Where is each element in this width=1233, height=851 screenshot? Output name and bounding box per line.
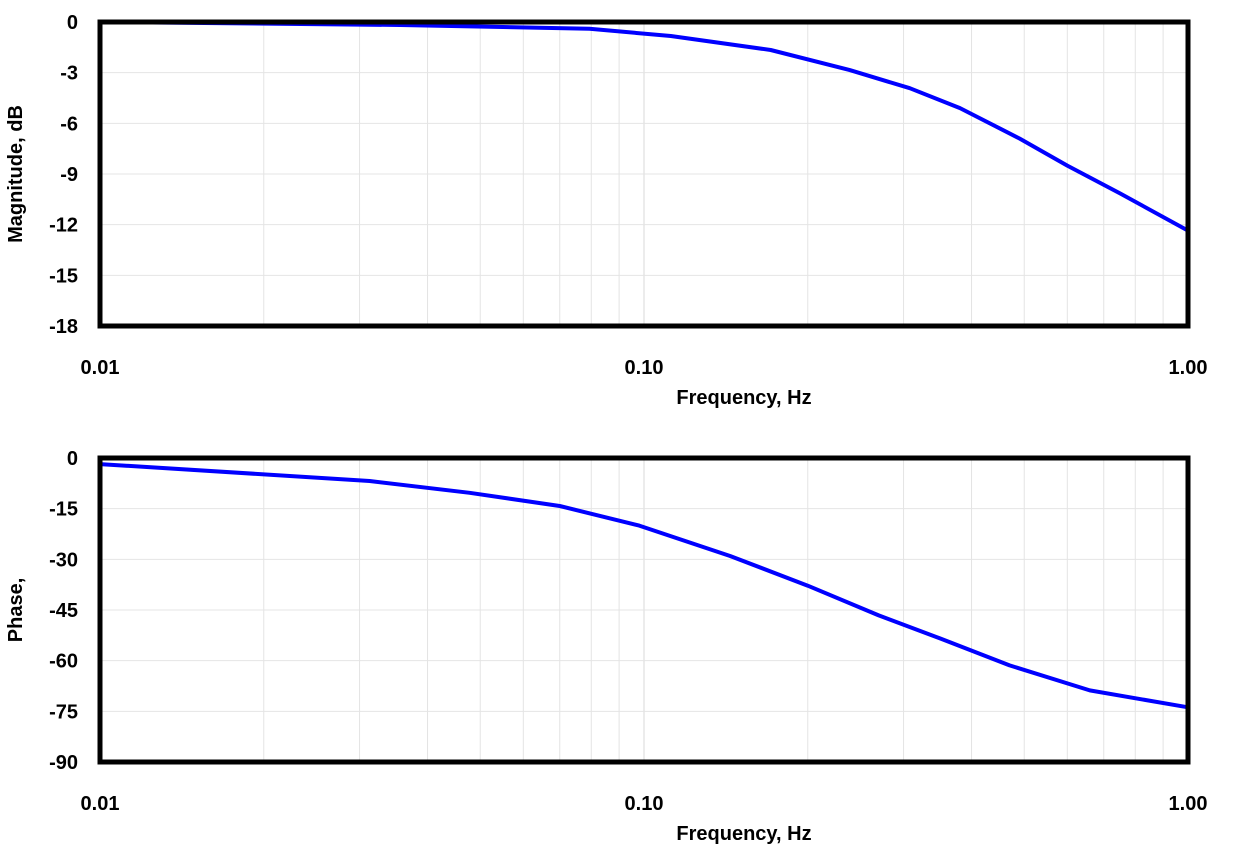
y-axis-label: Phase, bbox=[5, 578, 27, 642]
y-tick-label: -30 bbox=[49, 549, 78, 571]
x-tick-label: 0.10 bbox=[625, 793, 664, 815]
y-tick-label: -18 bbox=[49, 316, 78, 338]
x-tick-label: 1.00 bbox=[1169, 793, 1208, 815]
x-tick-label: 0.10 bbox=[625, 357, 664, 379]
y-tick-label: -9 bbox=[60, 164, 78, 186]
y-tick-label: -90 bbox=[49, 752, 78, 774]
plot-frame bbox=[97, 19, 1191, 329]
plot-frame bbox=[97, 455, 1191, 765]
x-tick-label: 0.01 bbox=[81, 357, 120, 379]
x-tick-label: 1.00 bbox=[1169, 357, 1208, 379]
series-line bbox=[99, 20, 1189, 233]
series-line bbox=[99, 462, 1189, 710]
y-tick-label: 0 bbox=[67, 448, 78, 470]
y-axis-label: Magnitude, dB bbox=[5, 105, 27, 243]
y-tick-label: 0 bbox=[67, 12, 78, 34]
y-tick-label: -6 bbox=[60, 113, 78, 135]
y-tick-label: -75 bbox=[49, 701, 78, 723]
y-tick-label: -60 bbox=[49, 651, 78, 673]
x-axis-label: Frequency, Hz bbox=[676, 387, 811, 409]
y-tick-label: -3 bbox=[60, 63, 78, 85]
x-tick-label: 0.01 bbox=[81, 793, 120, 815]
y-tick-label: -15 bbox=[49, 265, 78, 287]
y-tick-label: -45 bbox=[49, 600, 78, 622]
x-axis-label: Frequency, Hz bbox=[676, 823, 811, 845]
y-tick-label: -15 bbox=[49, 499, 78, 521]
y-tick-label: -12 bbox=[49, 215, 78, 237]
